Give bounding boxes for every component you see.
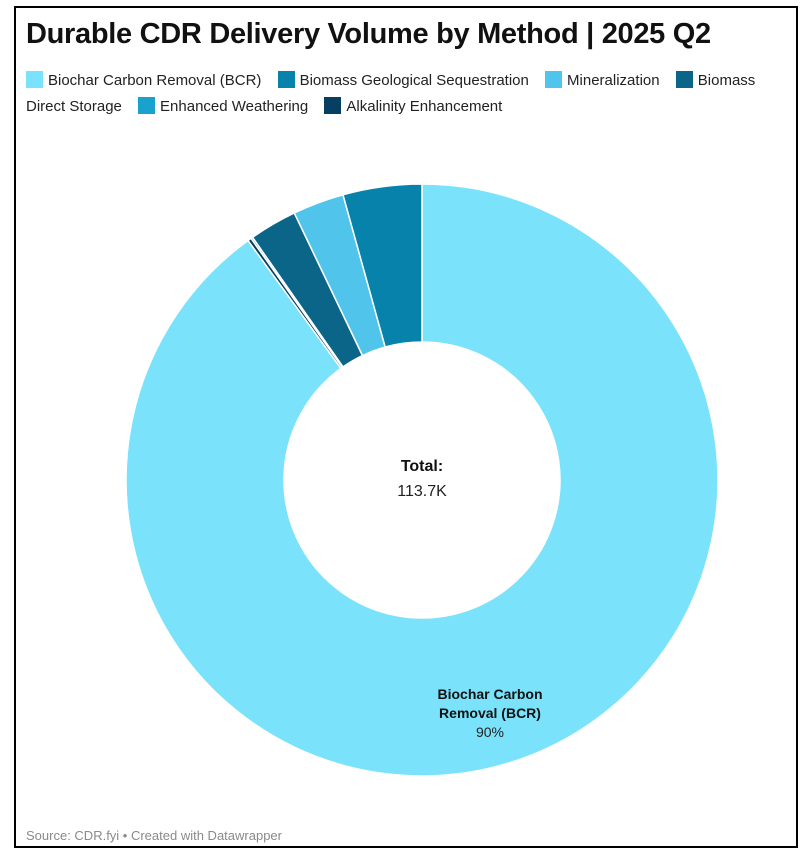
center-total-label: Total: (401, 458, 443, 475)
legend-label: Biomass Geological Sequestration (299, 72, 529, 89)
legend-item-mineralization: Mineralization (545, 71, 660, 89)
legend-swatch (545, 71, 563, 88)
chart-frame: Durable CDR Delivery Volume by Method | … (14, 6, 798, 848)
center-total-value: 113.7K (397, 483, 447, 500)
legend-label: Mineralization (567, 72, 660, 89)
legend-swatch (675, 71, 693, 88)
slice-label-line2: Removal (BCR) (439, 705, 541, 721)
legend-label: Biomass Direct Storage (26, 72, 756, 115)
source-note: Source: CDR.fyi • Created with Datawrapp… (26, 828, 282, 843)
donut-chart: Total: 113.7K Biochar Carbon Removal (BC… (125, 183, 719, 777)
legend-label: Biochar Carbon Removal (BCR) (48, 72, 262, 89)
legend-item-biomass-direct: Biomass Direct Storage (26, 71, 756, 115)
donut-slice-biomass-geological-sequestration (342, 183, 423, 348)
legend-swatch (277, 71, 295, 88)
legend-swatch (324, 97, 342, 114)
slice-label-line1: Biochar Carbon (437, 686, 542, 702)
slice-label-percent: 90% (476, 724, 504, 740)
legend-label: Alkalinity Enhancement (346, 98, 503, 115)
chart-title: Durable CDR Delivery Volume by Method | … (26, 18, 711, 50)
legend-item-enhanced-weathering: Enhanced Weathering (138, 97, 309, 115)
legend-item-bcr: Biochar Carbon Removal (BCR) (26, 71, 262, 89)
donut-slice-biochar-carbon-removal-bcr (125, 183, 719, 777)
legend-swatch (26, 71, 43, 88)
legend-swatch (138, 97, 156, 114)
legend: Biochar Carbon Removal (BCR) Biomass Geo… (26, 68, 786, 120)
donut-slices (125, 183, 719, 777)
legend-item-alkalinity: Alkalinity Enhancement (324, 97, 503, 115)
legend-label: Enhanced Weathering (160, 98, 309, 115)
legend-item-biomass-geological: Biomass Geological Sequestration (277, 71, 529, 89)
